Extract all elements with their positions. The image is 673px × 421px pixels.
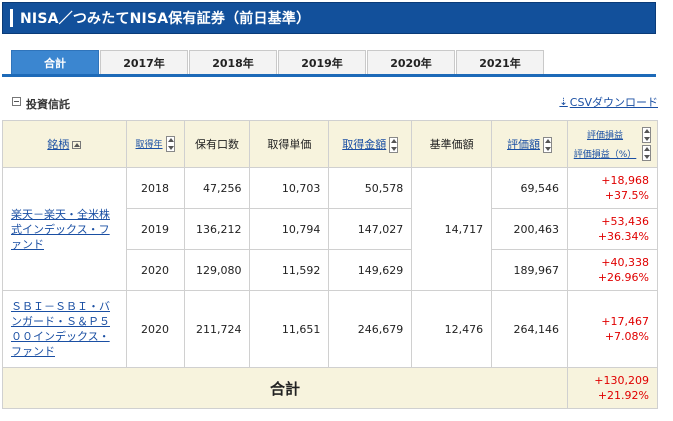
pl-value: +40,338 <box>601 256 649 269</box>
unit-cell: 11,592 <box>249 249 330 291</box>
amount-cell: 147,027 <box>328 208 413 250</box>
col-value-link[interactable]: 評価額 <box>507 137 541 151</box>
total-pl-value: +130,209 <box>594 374 649 387</box>
pl-cell: +53,436 +36.34% <box>567 208 658 250</box>
page-title: NISA／つみたてNISA保有証券（前日基準） <box>20 11 311 27</box>
csv-download-link[interactable]: ⇣ CSVダウンロード <box>559 94 658 110</box>
unit-cell: 10,794 <box>249 208 330 250</box>
value-cell: 69,546 <box>491 167 569 209</box>
col-year-header[interactable]: 取得年 <box>125 120 185 168</box>
tab-total[interactable]: 合計 <box>11 50 99 74</box>
amount-cell: 149,629 <box>328 249 413 291</box>
tab-2019[interactable]: 2019年 <box>278 50 366 74</box>
col-name-link[interactable]: 銘柄 <box>47 138 70 151</box>
pl-cell: +18,968 +37.5% <box>567 167 658 209</box>
col-year-link[interactable]: 取得年 <box>135 140 163 150</box>
col-value-header[interactable]: 評価額 <box>491 120 569 168</box>
col-amount-link[interactable]: 取得金額 <box>342 137 387 151</box>
value-cell: 189,967 <box>491 249 569 291</box>
value-cell: 200,463 <box>491 208 569 250</box>
total-row: 合計 +130,209 +21.92% <box>1 367 658 409</box>
holdings-table: 銘柄 取得年 保有口数 取得単価 取得金額 基準価額 評価額 評価損益 評価損益… <box>1 120 658 409</box>
csv-download-label: CSVダウンロード <box>569 96 658 109</box>
pl-pct-value: +37.5% <box>604 189 649 202</box>
download-icon: ⇣ <box>559 96 568 108</box>
tab-2018[interactable]: 2018年 <box>189 50 277 74</box>
sort-toggle-icon[interactable] <box>642 127 652 143</box>
col-qty-header: 保有口数 <box>183 120 251 168</box>
year-cell: 2019 <box>125 208 185 250</box>
col-pl-link[interactable]: 評価損益 <box>587 131 624 141</box>
base-price-cell: 12,476 <box>411 290 493 368</box>
pl-value: +17,467 <box>601 315 649 328</box>
page-header: NISA／つみたてNISA保有証券（前日基準） <box>2 2 656 34</box>
col-pl-pct-link[interactable]: 評価損益（%） <box>573 150 637 160</box>
section-investment-trusts[interactable]: 投資信託 <box>12 96 70 112</box>
pl-cell: +17,467 +7.08% <box>567 290 658 368</box>
qty-cell: 136,212 <box>183 208 251 250</box>
year-cell: 2020 <box>125 290 185 368</box>
table-header-row: 銘柄 取得年 保有口数 取得単価 取得金額 基準価額 評価額 評価損益 評価損益… <box>2 120 658 168</box>
col-unit-header: 取得単価 <box>249 120 330 168</box>
table-row: ＳＢＩ－ＳＢＩ・バンガード・Ｓ＆Ｐ５００インデックス・ファンド 2020 211… <box>2 290 658 368</box>
total-pl-cell: +130,209 +21.92% <box>567 367 658 409</box>
tab-2017[interactable]: 2017年 <box>100 50 188 74</box>
sort-asc-icon[interactable] <box>72 141 82 149</box>
pl-value: +53,436 <box>601 215 649 228</box>
value-cell: 264,146 <box>491 290 569 368</box>
pl-pct-value: +36.34% <box>597 230 649 243</box>
unit-cell: 11,651 <box>249 290 330 368</box>
sort-toggle-icon[interactable] <box>543 136 553 153</box>
collapse-icon[interactable] <box>12 96 21 106</box>
col-base-header: 基準価額 <box>411 120 493 168</box>
amount-cell: 246,679 <box>328 290 413 368</box>
pl-pct-value: +26.96% <box>597 271 649 284</box>
unit-cell: 10,703 <box>249 167 330 209</box>
pl-pct-value: +7.08% <box>604 330 649 343</box>
tab-2021[interactable]: 2021年 <box>456 50 544 74</box>
qty-cell: 211,724 <box>183 290 251 368</box>
total-label: 合計 <box>1 367 569 409</box>
sort-toggle-icon[interactable] <box>642 145 652 161</box>
pl-value: +18,968 <box>601 174 649 187</box>
title-accent-bar <box>10 9 13 27</box>
qty-cell: 47,256 <box>183 167 251 209</box>
sort-toggle-icon[interactable] <box>165 136 175 152</box>
table-row: 楽天－楽天・全米株式インデックス・ファンド 2018 47,256 10,703… <box>2 167 658 291</box>
year-cell: 2020 <box>125 249 185 291</box>
fund-name-link[interactable]: ＳＢＩ－ＳＢＩ・バンガード・Ｓ＆Ｐ５００インデックス・ファンド <box>11 300 110 358</box>
qty-cell: 129,080 <box>183 249 251 291</box>
tab-2020[interactable]: 2020年 <box>367 50 455 74</box>
col-amount-header[interactable]: 取得金額 <box>328 120 413 168</box>
col-pl-header[interactable]: 評価損益 評価損益（%） <box>567 120 658 168</box>
year-tabs: 合計 2017年 2018年 2019年 2020年 2021年 <box>2 48 656 77</box>
base-price-cell: 14,717 <box>411 167 493 291</box>
year-cell: 2018 <box>125 167 185 209</box>
fund-name-cell: ＳＢＩ－ＳＢＩ・バンガード・Ｓ＆Ｐ５００インデックス・ファンド <box>2 290 127 368</box>
fund-name-link[interactable]: 楽天－楽天・全米株式インデックス・ファンド <box>11 207 110 251</box>
table-row: 2019 136,212 10,794 147,027 200,463 +53,… <box>3 208 658 250</box>
col-name-header[interactable]: 銘柄 <box>2 120 127 168</box>
fund-name-cell: 楽天－楽天・全米株式インデックス・ファンド <box>2 167 127 291</box>
sort-toggle-icon[interactable] <box>389 136 399 153</box>
table-row: 2020 129,080 11,592 149,629 189,967 +40,… <box>3 249 658 291</box>
pl-cell: +40,338 +26.96% <box>567 249 658 291</box>
section-label: 投資信託 <box>26 98 70 111</box>
amount-cell: 50,578 <box>328 167 413 209</box>
total-pl-pct-value: +21.92% <box>597 389 649 402</box>
